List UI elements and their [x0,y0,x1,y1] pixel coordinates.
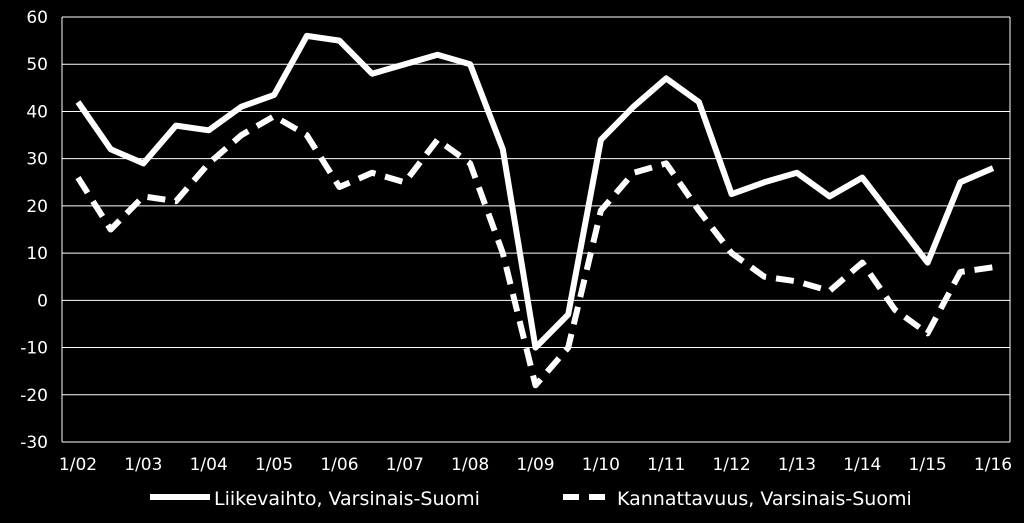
y-tick-label: 30 [26,150,48,170]
x-tick-label: 1/16 [974,455,1012,475]
x-tick-label: 1/05 [255,455,293,475]
x-axis-ticks: 1/02 1/03 1/04 1/05 1/06 1/07 1/08 1/09 1/10 1/11… [59,455,1012,475]
series-line-kannattavuus [75,113,994,389]
y-tick-label: -30 [20,433,48,453]
y-axis-ticks: -30 -20 -10 0 10 20 30 40 50 60 [20,8,48,453]
axes [61,17,1011,443]
legend-label-liikevaihto: Liikevaihto, Varsinais-Suomi [214,488,480,510]
legend: Liikevaihto, Varsinais-Suomi Kannattavuu… [150,488,912,510]
y-tick-label: 40 [26,102,48,122]
y-tick-label: 60 [26,8,48,28]
x-tick-label: 1/10 [582,455,620,475]
x-tick-label: 1/08 [451,455,489,475]
series-lines [75,32,995,389]
x-tick-label: 1/11 [647,455,685,475]
y-tick-label: 50 [26,55,48,75]
y-tick-label: 0 [37,291,48,311]
x-tick-label: 1/13 [778,455,816,475]
x-tick-label: 1/15 [909,455,947,475]
y-tick-label: 20 [26,197,48,217]
x-tick-label: 1/12 [712,455,750,475]
legend-label-kannattavuus: Kannattavuus, Varsinais-Suomi [617,488,912,510]
y-tick-label: -20 [20,386,48,406]
x-tick-label: 1/14 [843,455,881,475]
y-tick-label: -10 [20,339,48,359]
x-tick-label: 1/04 [190,455,228,475]
gridlines [62,16,1010,396]
series-line-liikevaihto [75,32,995,351]
x-tick-label: 1/06 [320,455,358,475]
y-tick-label: 10 [26,244,48,264]
x-tick-label: 1/03 [124,455,162,475]
x-tick-label: 1/09 [516,455,554,475]
x-tick-label: 1/02 [59,455,97,475]
x-tick-label: 1/07 [386,455,424,475]
